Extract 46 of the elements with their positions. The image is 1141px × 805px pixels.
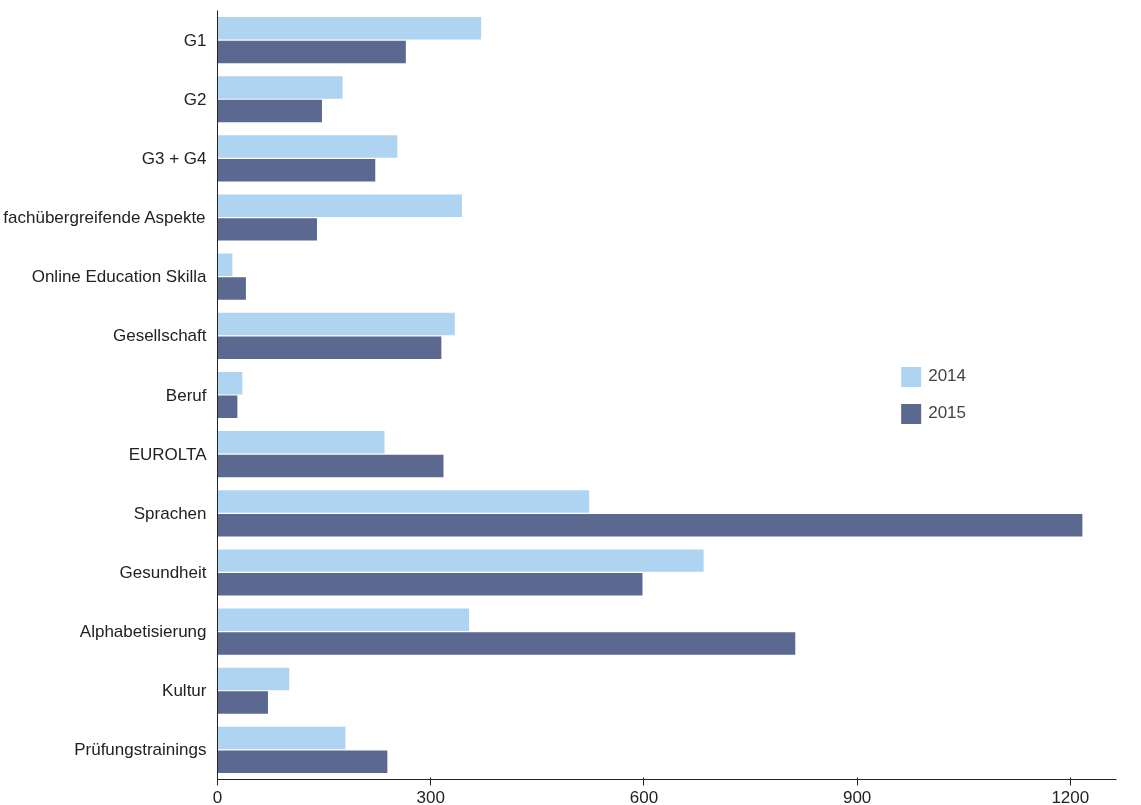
bar — [217, 431, 385, 454]
bar — [217, 395, 238, 419]
bar — [217, 17, 482, 40]
bar — [217, 253, 233, 277]
y-tick-label: Sprachen — [133, 503, 207, 523]
y-tick-label: G3 + G4 — [141, 148, 207, 168]
bar — [217, 726, 346, 750]
x-tick-label: 600 — [629, 787, 659, 805]
bar — [217, 277, 246, 300]
bar — [217, 513, 1083, 537]
x-tick-label: 900 — [842, 787, 872, 805]
y-tick-label: Alphabetisierung — [79, 622, 207, 642]
bar — [217, 99, 322, 123]
bar — [217, 454, 444, 478]
legend-label: 2014 — [928, 366, 966, 386]
y-tick-label: Gesellschaft — [112, 326, 207, 346]
bar — [217, 632, 796, 655]
x-tick-label: 300 — [416, 787, 445, 805]
bar — [217, 135, 398, 158]
bar — [217, 750, 388, 773]
bar — [217, 336, 442, 359]
bar — [217, 194, 462, 217]
y-tick-label: Gesundheit — [119, 562, 207, 582]
x-tick-label: 0 — [212, 787, 223, 805]
y-tick-label: Kultur — [162, 681, 207, 701]
bar — [217, 573, 643, 596]
y-tick-label: G1 — [183, 30, 207, 50]
bar — [217, 608, 470, 632]
bar — [217, 490, 590, 513]
bar — [217, 312, 455, 336]
y-tick-label: fachübergreifende Aspekte — [3, 208, 206, 228]
bar — [217, 40, 406, 64]
bar — [217, 76, 343, 99]
x-tick-label: 1200 — [1051, 787, 1090, 805]
bar — [217, 218, 317, 241]
bar — [217, 158, 376, 182]
y-tick-label: G2 — [183, 89, 207, 109]
legend-label: 2015 — [928, 403, 966, 423]
bar — [217, 371, 243, 395]
y-tick-label: EUROLTA — [128, 444, 208, 464]
y-tick-label: Beruf — [165, 385, 207, 405]
bar — [217, 667, 290, 691]
bar — [217, 691, 268, 714]
bar — [217, 549, 704, 572]
y-tick-label: Online Education Skilla — [31, 267, 208, 287]
y-tick-label: Prüfungstrainings — [74, 740, 207, 760]
